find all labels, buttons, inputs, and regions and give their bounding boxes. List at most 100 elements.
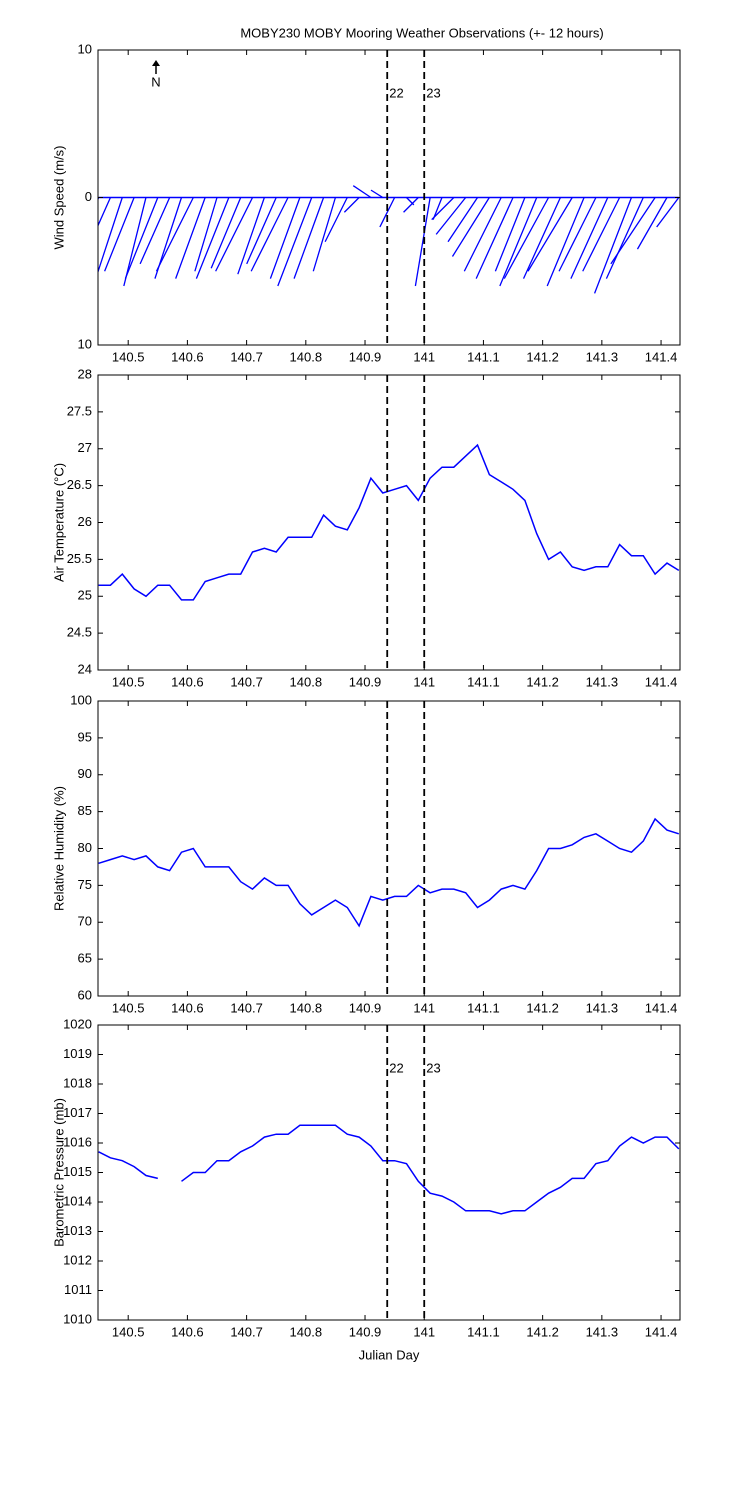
wind-stick	[370, 189, 384, 199]
wind-stick	[522, 197, 561, 279]
x-tick-label: 140.5	[112, 349, 145, 364]
wind-stick	[605, 197, 644, 279]
hour-label: 23	[426, 85, 440, 100]
wind-stick	[463, 197, 502, 272]
data-line	[98, 443, 680, 601]
wind-stick	[343, 197, 360, 213]
x-tick-label: 140.8	[290, 349, 323, 364]
y-tick-label: 100	[70, 692, 92, 707]
hour-label: 23	[426, 1060, 440, 1075]
wind-stick	[104, 197, 135, 272]
y-tick-label: 1017	[63, 1105, 92, 1120]
wind-stick	[570, 197, 609, 279]
y-tick-label: 75	[78, 877, 92, 892]
axes-frame	[97, 374, 681, 671]
wind-stick	[636, 197, 668, 250]
x-tick-label: 140.7	[230, 1000, 263, 1015]
wind-stick	[195, 197, 230, 279]
y-tick-label: 26	[78, 514, 92, 529]
y-tick-label: 24	[78, 661, 92, 676]
wind-stick	[215, 197, 254, 272]
y-tick-label: 1014	[63, 1193, 92, 1208]
wind-stick	[447, 197, 479, 243]
x-tick-label: 141.2	[526, 349, 559, 364]
x-tick-label: 140.5	[112, 1000, 145, 1015]
x-tick-label: 141.2	[526, 1000, 559, 1015]
x-tick-label: 140.7	[230, 674, 263, 689]
y-tick-label: 1020	[63, 1016, 92, 1031]
wind-stick	[139, 197, 171, 265]
wind-stick	[379, 197, 396, 228]
wind-stick	[558, 197, 597, 272]
y-tick-label: 27.5	[67, 403, 92, 418]
north-arrow-head	[152, 60, 160, 66]
data-line	[181, 1124, 680, 1215]
plot-area	[98, 443, 680, 601]
wind-stick	[269, 197, 301, 279]
axes-frame	[97, 1024, 681, 1321]
wind-stick	[277, 197, 313, 287]
x-axis-label: Julian Day	[359, 1347, 420, 1362]
wind-stick	[403, 197, 419, 213]
y-tick-label: 90	[78, 766, 92, 781]
x-tick-label: 140.8	[290, 1000, 323, 1015]
x-tick-label: 141	[413, 349, 435, 364]
y-tick-label: 70	[78, 914, 92, 929]
x-tick-label: 141.1	[467, 674, 500, 689]
wind-stick	[656, 197, 680, 228]
y-tick-label: 26.5	[67, 477, 92, 492]
y-tick-label: 1012	[63, 1252, 92, 1267]
y-tick-label: 1013	[63, 1223, 92, 1238]
y-tick-label: 80	[78, 840, 92, 855]
x-tick-label: 140.5	[112, 674, 145, 689]
wind-stick	[593, 197, 633, 294]
x-tick-label: 140.6	[171, 1000, 204, 1015]
wind-stick	[194, 197, 218, 272]
data-line	[98, 1151, 158, 1180]
wind-stick	[98, 197, 112, 228]
x-tick-label: 141.3	[586, 349, 619, 364]
y-tick-label: 1016	[63, 1134, 92, 1149]
y-tick-label: 85	[78, 803, 92, 818]
axes-frame	[97, 49, 681, 346]
x-tick-label: 141.3	[586, 1000, 619, 1015]
y-tick-label: 25.5	[67, 551, 92, 566]
wind-stick	[155, 197, 194, 272]
wind-stick	[582, 197, 621, 272]
y-tick-label: 95	[78, 729, 92, 744]
y-tick-label: 60	[78, 987, 92, 1002]
y-tick-label: 25	[78, 588, 92, 603]
chart-title: MOBY230 MOBY Mooring Weather Observation…	[240, 25, 603, 40]
wind-stick	[414, 197, 431, 287]
axes-frame	[97, 700, 681, 997]
y-tick-label: 65	[78, 951, 92, 966]
y-axis-label: Barometric Pressure (mb)	[51, 1098, 66, 1247]
wind-stick	[431, 197, 455, 221]
wind-stick	[324, 197, 348, 243]
wind-stick	[293, 197, 325, 279]
x-tick-label: 141.4	[645, 1324, 678, 1339]
wind-stick	[610, 197, 656, 265]
wind-stick	[435, 197, 467, 235]
x-tick-label: 141.3	[586, 1324, 619, 1339]
wind-stick	[123, 197, 147, 287]
x-tick-label: 140.6	[171, 674, 204, 689]
y-tick-label: 27	[78, 440, 92, 455]
x-tick-label: 140.7	[230, 349, 263, 364]
x-tick-label: 140.9	[349, 1324, 382, 1339]
hour-label: 22	[389, 1060, 403, 1075]
y-tick-label: 10	[78, 41, 92, 56]
wind-stick	[475, 197, 514, 279]
x-tick-label: 140.8	[290, 1324, 323, 1339]
x-tick-label: 141.1	[467, 1000, 500, 1015]
y-tick-label: 0	[85, 189, 92, 204]
y-tick-label: 28	[78, 366, 92, 381]
x-tick-label: 141	[413, 674, 435, 689]
x-tick-label: 140.5	[112, 1324, 145, 1339]
wind-stick	[546, 197, 585, 287]
wind-stick	[175, 197, 206, 279]
y-axis-label: Relative Humidity (%)	[51, 786, 66, 911]
wind-stick	[312, 197, 337, 272]
wind-stick	[527, 197, 573, 272]
